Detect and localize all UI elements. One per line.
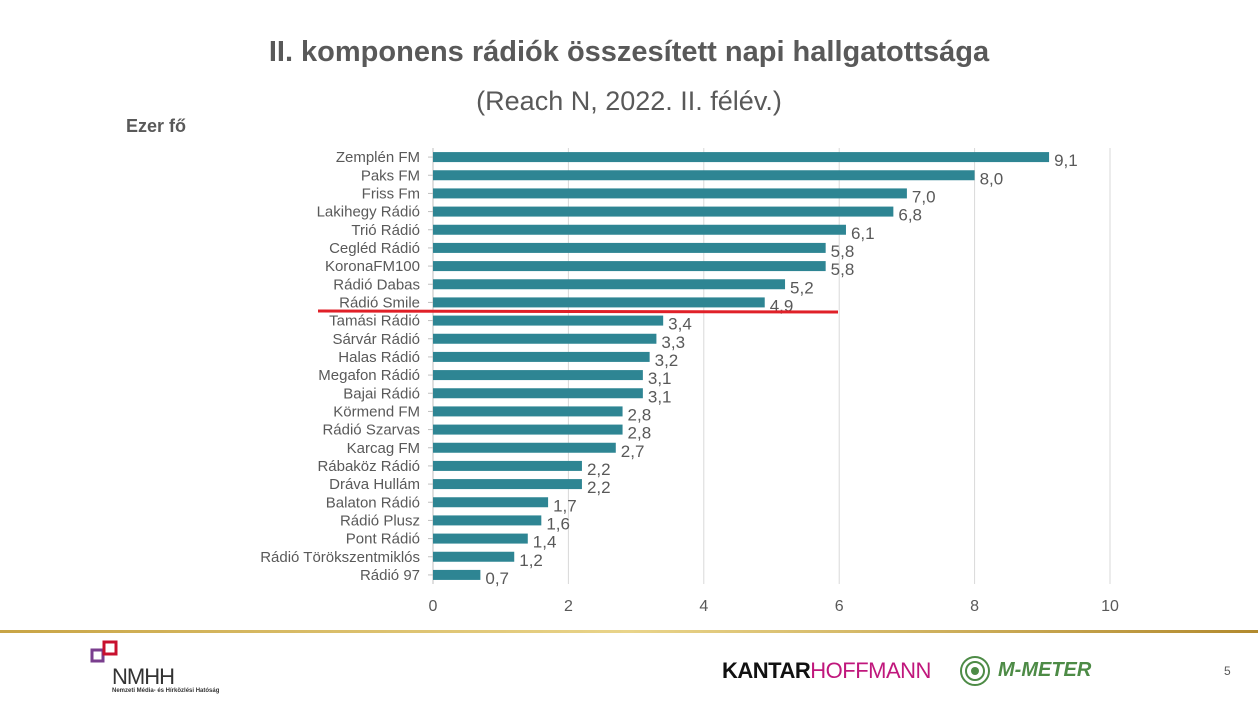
bar: [433, 224, 846, 235]
data-label: 6,8: [898, 206, 922, 225]
bar: [433, 370, 643, 381]
category-label: Rábaköz Rádió: [317, 458, 420, 475]
category-label: Rádió Dabas: [333, 276, 420, 293]
data-label: 9,1: [1054, 151, 1078, 170]
data-label: 1,4: [533, 533, 557, 552]
data-label: 2,8: [628, 405, 652, 424]
nmhh-logo-text: NMHH: [112, 664, 175, 689]
chart-subtitle: (Reach N, 2022. II. félév.): [476, 86, 782, 116]
m-meter-target-icon: [960, 656, 990, 686]
bar: [433, 424, 623, 435]
data-label: 2,7: [621, 442, 645, 461]
category-label: Zemplén FM: [336, 149, 420, 166]
bar: [433, 188, 907, 199]
chart-title: II. komponens rádiók összesített napi ha…: [268, 36, 990, 68]
data-label: 3,4: [668, 315, 692, 334]
bar: [433, 479, 582, 490]
x-tick-label: 4: [699, 598, 708, 615]
data-label: 3,2: [655, 351, 679, 370]
x-tick-label: 8: [970, 598, 979, 615]
data-label: 1,2: [519, 551, 543, 570]
category-label: Friss Fm: [362, 185, 420, 202]
data-label: 7,0: [912, 187, 936, 206]
bar: [433, 442, 616, 453]
category-label: Rádió 97: [360, 567, 420, 584]
data-label: 0,7: [485, 569, 509, 588]
bar: [433, 460, 582, 471]
m-meter-logo-text: M-METER: [998, 659, 1092, 681]
data-label: 5,2: [790, 278, 814, 297]
bar: [433, 569, 481, 580]
category-label: Rádió Törökszentmiklós: [260, 549, 420, 566]
bar: [433, 388, 643, 399]
category-label: Rádió Szarvas: [322, 422, 420, 439]
data-label: 5,8: [831, 242, 855, 261]
x-tick-label: 0: [429, 598, 438, 615]
bar: [433, 152, 1050, 163]
category-label: Trió Rádió: [351, 222, 420, 239]
data-label: 2,8: [628, 424, 652, 443]
data-label: 3,1: [648, 369, 672, 388]
data-label: 1,6: [546, 514, 570, 533]
category-label: Lakihegy Rádió: [317, 204, 420, 221]
data-label: 3,3: [661, 333, 685, 352]
category-label: Körmend FM: [333, 403, 420, 420]
bar: [433, 315, 664, 326]
bar: [433, 206, 894, 217]
bar: [433, 242, 826, 253]
bar: [433, 333, 657, 344]
bar: [433, 279, 786, 290]
nmhh-logo-icon: [90, 640, 118, 663]
bar-chart: 0 2 4 6 8 10 Zemplén FM 9,1 Paks FM 8,0 Friss Fm 7,…: [260, 148, 1119, 615]
category-label: KoronaFM100: [325, 258, 420, 275]
hoffmann-logo-text: HOFFMANN: [810, 658, 931, 683]
nmhh-subtitle: Nemzeti Média- és Hírközlési Hatóság: [112, 688, 220, 694]
bar: [433, 406, 623, 417]
bar: [433, 497, 549, 508]
category-label: Bajai Rádió: [343, 385, 420, 402]
unit-label: Ezer fő: [126, 116, 187, 136]
data-label: 2,2: [587, 478, 611, 497]
page-number: 5: [1224, 664, 1231, 678]
x-tick-label: 6: [835, 598, 844, 615]
bar: [433, 297, 765, 308]
data-label: 1,7: [553, 496, 577, 515]
bar: [433, 515, 542, 526]
category-label: Halas Rádió: [338, 349, 420, 366]
highlight-line: [317, 309, 839, 314]
data-label: 2,2: [587, 460, 611, 479]
category-label: Megafon Rádió: [318, 367, 420, 384]
bar: [433, 533, 528, 544]
x-tick-label: 2: [564, 598, 573, 615]
data-label: 8,0: [980, 169, 1004, 188]
category-label: Sárvár Rádió: [332, 331, 420, 348]
bar: [433, 261, 826, 272]
category-label: Paks FM: [361, 167, 420, 184]
footer-divider: [0, 630, 1258, 633]
category-label: Rádió Plusz: [340, 512, 420, 529]
data-label: 5,8: [831, 260, 855, 279]
category-label: Cegléd Rádió: [329, 240, 420, 257]
category-label: Pont Rádió: [346, 531, 420, 548]
category-label: Tamási Rádió: [329, 313, 420, 330]
x-tick-label: 10: [1101, 598, 1119, 615]
kantar-logo-text: KANTAR: [722, 658, 811, 683]
category-label: Karcag FM: [347, 440, 420, 457]
category-label: Dráva Hullám: [329, 476, 420, 493]
bar: [433, 351, 650, 362]
kantar-hoffmann-logo: KANTARHOFFMANN: [722, 658, 931, 684]
category-label: Balaton Rádió: [326, 494, 420, 511]
data-label: 3,1: [648, 387, 672, 406]
bar: [433, 170, 975, 181]
bar: [433, 551, 515, 562]
category-label: Rádió Smile: [339, 294, 420, 311]
data-label: 6,1: [851, 224, 875, 243]
